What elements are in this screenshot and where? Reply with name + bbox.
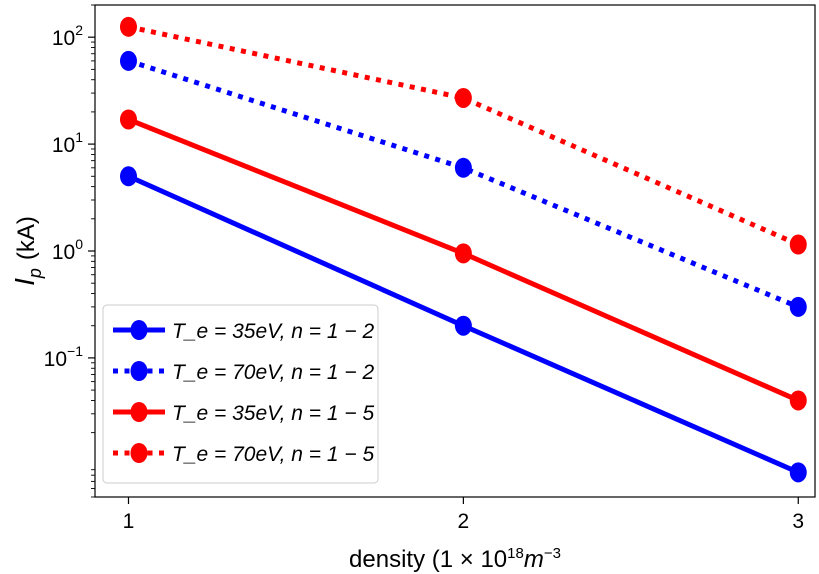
data-point bbox=[454, 315, 472, 336]
series-layer bbox=[119, 16, 807, 483]
y-tick-label: 100 bbox=[52, 236, 83, 264]
y-axis-label-main: I bbox=[9, 278, 40, 286]
series-line bbox=[127, 24, 800, 247]
data-point bbox=[119, 166, 137, 187]
y-tick-label: 102 bbox=[52, 22, 83, 50]
data-point bbox=[119, 109, 137, 130]
x-tick-label: 1 bbox=[123, 510, 135, 533]
series-2 bbox=[119, 50, 807, 317]
legend-marker bbox=[130, 402, 148, 422]
legend-entries: T_e = 35eV, n = 1 − 2 T_e = 70eV, n = 1 −… bbox=[113, 320, 374, 466]
legend-label: T_e = 35eV, n = 1 − 2 bbox=[172, 320, 374, 343]
series-4 bbox=[119, 16, 807, 255]
legend-label: T_e = 35eV, n = 1 − 5 bbox=[172, 402, 374, 425]
data-point bbox=[789, 296, 807, 317]
legend-marker bbox=[130, 361, 148, 381]
y-axis-label-sub: p bbox=[25, 268, 45, 279]
legend-frame bbox=[102, 304, 379, 484]
y-axis-label-unit: (kA) bbox=[13, 216, 40, 260]
data-point bbox=[119, 16, 137, 37]
x-tick-label: 2 bbox=[458, 510, 470, 533]
x-axis-ticks: 1 2 3 bbox=[123, 497, 804, 533]
data-point bbox=[789, 462, 807, 483]
data-point bbox=[454, 243, 472, 264]
legend-entry: T_e = 35eV, n = 1 − 2 bbox=[113, 320, 374, 343]
series-3 bbox=[119, 109, 807, 411]
data-point bbox=[454, 157, 472, 178]
data-point bbox=[454, 87, 472, 108]
x-tick-label: 3 bbox=[792, 510, 804, 533]
y-axis-label: Ip (kA) bbox=[9, 216, 45, 286]
legend-label: T_e = 70eV, n = 1 − 5 bbox=[172, 443, 374, 466]
legend-marker bbox=[130, 443, 148, 463]
y-tick-label: 10−1 bbox=[44, 343, 84, 371]
legend-label: T_e = 70eV, n = 1 − 2 bbox=[172, 361, 374, 384]
data-point bbox=[789, 234, 807, 255]
legend: T_e = 35eV, n = 1 − 2 T_e = 70eV, n = 1 −… bbox=[102, 304, 379, 484]
legend-marker bbox=[130, 320, 148, 340]
series-1 bbox=[119, 166, 807, 483]
data-point bbox=[789, 390, 807, 411]
data-point bbox=[119, 50, 137, 71]
legend-entry: T_e = 70eV, n = 1 − 2 bbox=[113, 361, 374, 384]
legend-entry: T_e = 70eV, n = 1 − 5 bbox=[113, 443, 374, 466]
x-axis-label: density (1 × 1018m−3 bbox=[349, 545, 561, 573]
y-tick-label: 101 bbox=[52, 129, 83, 157]
series-line bbox=[127, 58, 800, 310]
y-axis-ticks: 102 101 100 10−1 bbox=[44, 4, 95, 498]
legend-entry: T_e = 35eV, n = 1 − 5 bbox=[113, 402, 374, 425]
